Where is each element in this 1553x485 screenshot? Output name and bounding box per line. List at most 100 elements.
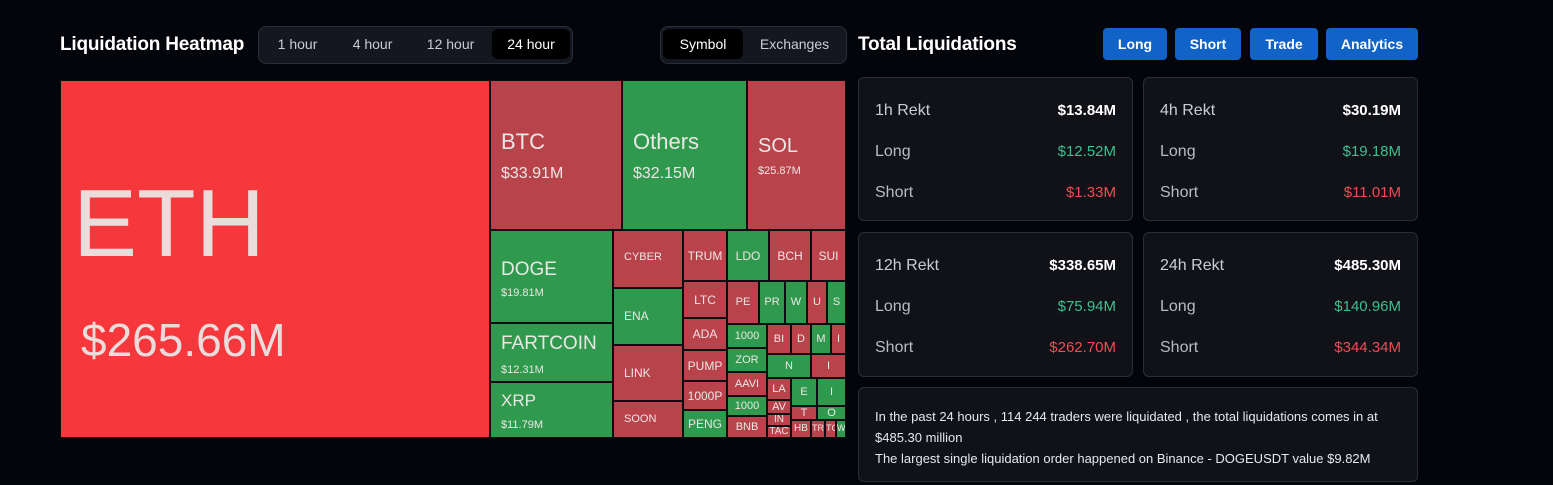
tile-symbol: BNB (735, 421, 759, 433)
heatmap-tile-trum[interactable]: TRUM (683, 230, 727, 281)
heatmap-tile-ada[interactable]: ADA (683, 318, 727, 350)
liquidation-heatmap: ETH $265.66M BTC $33.91M Others $32.15M … (60, 80, 846, 438)
long-label: Long (1160, 143, 1196, 160)
heatmap-tile-u[interactable]: U (807, 281, 827, 324)
tile-symbol: AAVI (734, 378, 760, 390)
heatmap-tile-ldo[interactable]: LDO (727, 230, 769, 281)
tile-symbol: N (785, 360, 793, 372)
heatmap-tile-e[interactable]: E (791, 378, 817, 406)
trade-button[interactable]: Trade (1250, 28, 1318, 60)
short-label: Short (875, 184, 914, 201)
tab-symbol[interactable]: Symbol (663, 29, 743, 59)
heatmap-tile-pump[interactable]: PUMP (683, 350, 727, 381)
tile-symbol: LA (772, 383, 786, 395)
heatmap-tile-ena[interactable]: ENA (613, 288, 683, 345)
heatmap-tile-btc[interactable]: BTC $33.91M (490, 80, 622, 230)
heatmap-tile-sol[interactable]: SOL $25.87M (747, 80, 846, 230)
tile-symbol: 1000 (734, 330, 760, 342)
tile-value: $19.81M (501, 287, 544, 299)
tile-symbol: SOL (758, 135, 799, 157)
analytics-button[interactable]: Analytics (1326, 28, 1418, 60)
heatmap-tile-in[interactable]: IN (767, 414, 791, 426)
heatmap-tile-others[interactable]: Others $32.15M (622, 80, 747, 230)
liquidation-summary: In the past 24 hours , 114 244 traders w… (858, 387, 1418, 482)
heatmap-tile-soon[interactable]: SOON (613, 401, 683, 438)
tab-24-hour[interactable]: 24 hour (492, 29, 570, 59)
tile-symbol: BI (773, 333, 785, 345)
summary-line-1: In the past 24 hours , 114 244 traders w… (875, 409, 1378, 445)
long-label: Long (875, 298, 911, 315)
heatmap-tile-zor[interactable]: ZOR (727, 348, 767, 372)
heatmap-tile-aavi[interactable]: AAVI (727, 372, 767, 396)
heatmap-tile-sui[interactable]: SUI (811, 230, 846, 281)
heatmap-tile-s[interactable]: S (827, 281, 846, 324)
tab-exchanges[interactable]: Exchanges (759, 36, 830, 52)
heatmap-tile-tr[interactable]: TR (811, 420, 825, 438)
heatmap-tile-m[interactable]: M (811, 324, 831, 354)
heatmap-tile-1000p[interactable]: 1000P (683, 381, 727, 410)
tab-4-hour[interactable]: 4 hour (352, 36, 393, 52)
heatmap-tile-peng[interactable]: PENG (683, 410, 727, 438)
tab-12-hour[interactable]: 12 hour (426, 36, 475, 52)
heatmap-tile-tc[interactable]: TC (825, 420, 836, 438)
heatmap-tile-d[interactable]: D (791, 324, 811, 354)
card-label: 1h Rekt (875, 102, 931, 119)
heatmap-tile-1000b[interactable]: 1000 (727, 396, 767, 416)
heatmap-tile-link[interactable]: LINK (613, 345, 683, 401)
tile-symbol: U (813, 296, 821, 308)
tile-symbol: PR (764, 296, 780, 308)
tab-1-hour[interactable]: 1 hour (277, 36, 318, 52)
tile-symbol: BCH (777, 249, 803, 263)
card-label: 12h Rekt (875, 257, 940, 274)
heatmap-tile-tac[interactable]: TAC (767, 426, 791, 438)
group-by-tabs: Symbol Exchanges (660, 26, 847, 64)
heatmap-tile-o[interactable]: O (817, 406, 846, 420)
card-total: $13.84M (1057, 102, 1116, 119)
tile-symbol: ZOR (735, 354, 759, 366)
heatmap-tile-av[interactable]: AV (767, 400, 791, 414)
heatmap-tile-la[interactable]: LA (767, 378, 791, 400)
card-total: $485.30M (1334, 257, 1401, 274)
heatmap-tile-fartcoin[interactable]: FARTCOIN $12.31M (490, 323, 613, 382)
card-label: 24h Rekt (1160, 257, 1225, 274)
long-button[interactable]: Long (1103, 28, 1167, 60)
tile-symbol: I (829, 386, 834, 398)
heatmap-tile-xrp[interactable]: XRP $11.79M (490, 382, 613, 438)
heatmap-tile-eth[interactable]: ETH $265.66M (60, 80, 490, 438)
tile-symbol: W (790, 296, 802, 308)
long-label: Long (875, 143, 911, 160)
tile-symbol: SUI (818, 249, 839, 263)
short-label: Short (875, 339, 914, 356)
card-total: $338.65M (1049, 257, 1116, 274)
tile-symbol: 1000P (687, 389, 723, 403)
heatmap-tile-n[interactable]: N (767, 354, 811, 378)
card-long-value: $19.18M (1342, 143, 1401, 160)
card-short-value: $262.70M (1049, 339, 1116, 356)
heatmap-tile-bi[interactable]: BI (767, 324, 791, 354)
tile-symbol: T (800, 407, 808, 419)
heatmap-tile-i3[interactable]: I (817, 378, 846, 406)
heatmap-tile-pr[interactable]: PR (759, 281, 785, 324)
heatmap-tile-ltc[interactable]: LTC (683, 281, 727, 318)
heatmap-tile-i2[interactable]: I (811, 354, 846, 378)
heatmap-title: Liquidation Heatmap (60, 34, 245, 55)
heatmap-tile-cyber[interactable]: CYBER (613, 230, 683, 288)
heatmap-tile-w2[interactable]: W (836, 420, 846, 438)
heatmap-tile-bnb[interactable]: BNB (727, 416, 767, 438)
heatmap-tile-1000[interactable]: 1000 (727, 324, 767, 348)
heatmap-tile-doge[interactable]: DOGE $19.81M (490, 230, 613, 323)
heatmap-tile-t[interactable]: T (791, 406, 817, 420)
heatmap-tile-bch[interactable]: BCH (769, 230, 811, 281)
tile-symbol: BTC (501, 129, 545, 154)
heatmap-tile-pe[interactable]: PE (727, 281, 759, 324)
rekt-card-24h: 24h Rekt $485.30M Long $140.96M Short $344.… (1143, 232, 1418, 377)
tile-symbol: TRUM (687, 249, 723, 263)
short-button[interactable]: Short (1175, 28, 1241, 60)
heatmap-tile-w[interactable]: W (785, 281, 807, 324)
heatmap-tile-i[interactable]: I (831, 324, 846, 354)
tile-symbol: E (800, 386, 808, 398)
heatmap-tile-hb[interactable]: HB (791, 420, 811, 438)
card-long-value: $140.96M (1334, 298, 1401, 315)
tile-symbol: TAC (769, 426, 789, 437)
tile-symbol: M (816, 333, 826, 345)
